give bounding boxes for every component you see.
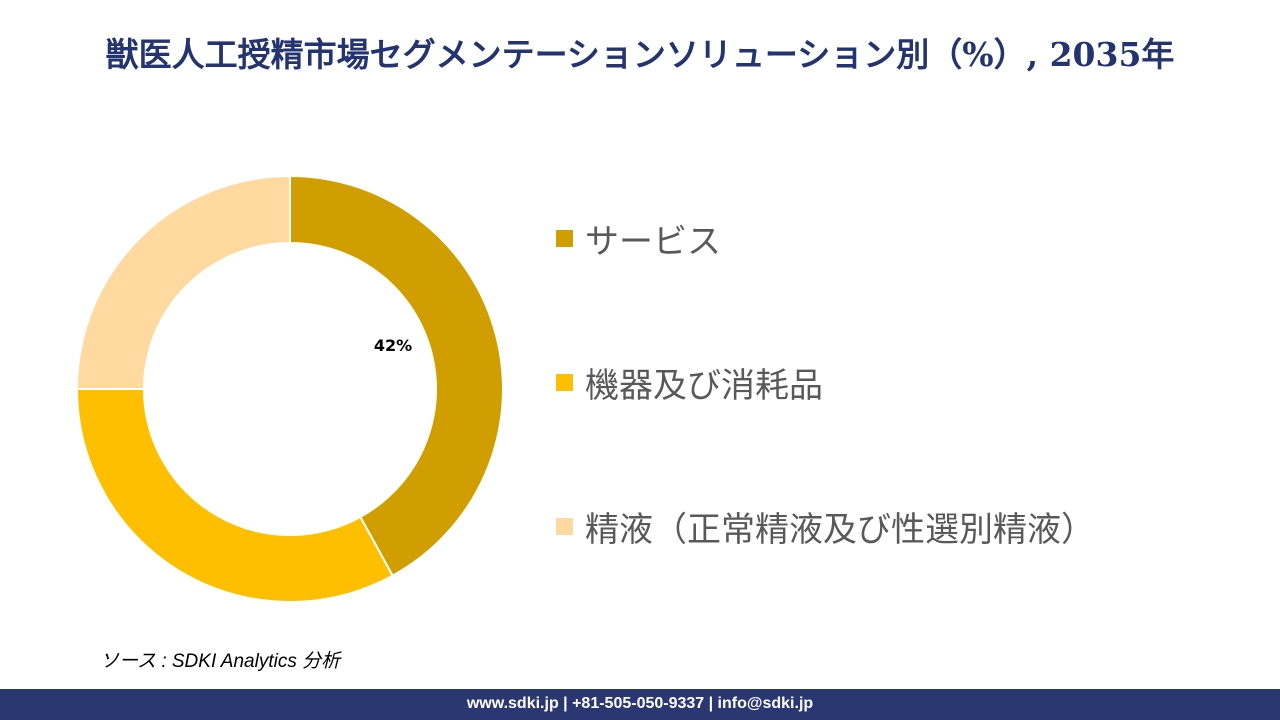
legend-item-equipment: 機器及び消耗品: [556, 358, 823, 407]
legend-label-semen: 精液（正常精液及び性選別精液）: [585, 510, 1095, 550]
footer-bar: www.sdki.jp | +81-505-050-9337 | info@sd…: [0, 689, 1280, 720]
data-label-services: 42%: [374, 336, 412, 355]
legend-item-semen: 精液（正常精液及び性選別精液）: [556, 502, 1095, 551]
footer-contact: www.sdki.jp | +81-505-050-9337 | info@sd…: [466, 695, 814, 712]
legend-label-services: サービス: [585, 222, 721, 262]
legend-swatch-services: [556, 230, 573, 247]
donut-chart-svg: 42%: [75, 174, 504, 603]
legend-swatch-equipment: [556, 374, 573, 391]
source-note: ソース : SDKI Analytics 分析: [100, 651, 341, 672]
donut-chart: 42%: [70, 169, 510, 609]
donut-slice-semen: [75, 174, 291, 390]
chart-title: 獣医人工授精市場セグメンテーションソリューション別（%）, 2035年: [105, 35, 1175, 74]
donut-slice-equipment: [75, 388, 394, 603]
donut-slice-services: [289, 174, 504, 578]
legend-label-equipment: 機器及び消耗品: [585, 366, 823, 406]
legend-swatch-semen: [556, 518, 573, 535]
legend-item-services: サービス: [556, 214, 721, 263]
